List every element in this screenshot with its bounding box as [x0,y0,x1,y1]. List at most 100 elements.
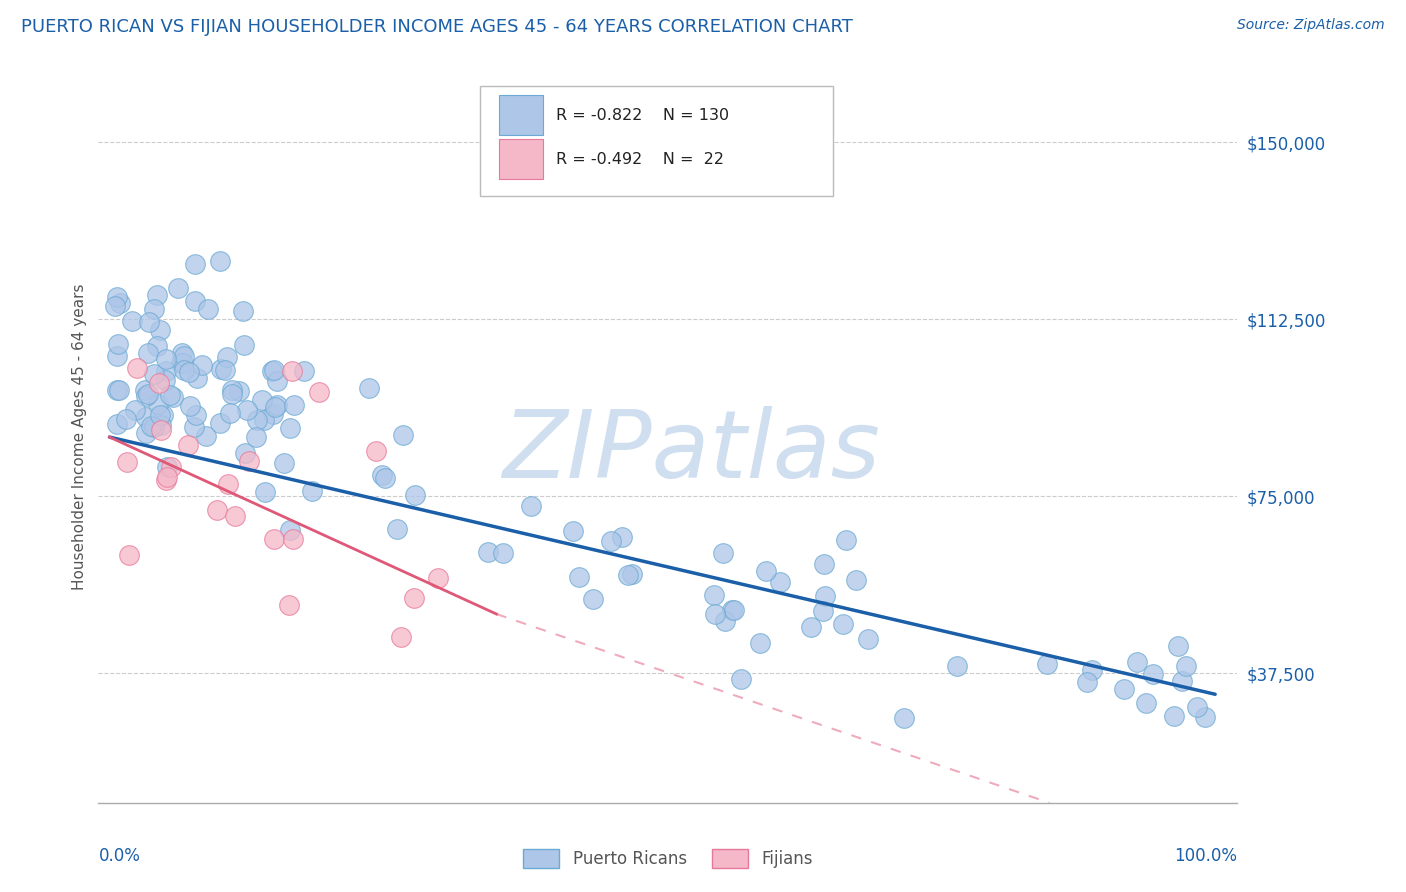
Point [492,546,515,560]
Point [138,315,160,329]
Point [121,313,143,327]
Point [179,400,201,414]
Point [568,570,591,584]
Point [228,384,250,398]
Point [845,573,868,587]
Point [250,392,273,407]
Point [366,443,388,458]
Point [149,323,172,337]
Point [146,339,169,353]
Point [723,603,745,617]
Point [811,603,834,617]
Point [209,254,232,268]
Point [183,420,205,434]
Point [1194,710,1216,724]
Point [1171,674,1194,689]
Point [233,446,256,460]
Point [371,468,394,483]
Point [162,390,184,404]
Point [1126,655,1149,669]
Point [186,371,208,385]
Point [1163,709,1185,723]
Point [835,533,858,548]
Point [118,548,141,562]
Point [155,352,177,367]
Point [169,356,191,370]
Point [280,364,302,378]
Point [136,346,159,360]
Point [253,484,276,499]
Point [283,398,305,412]
Bar [499,139,543,179]
Point [156,470,179,484]
Point [155,364,177,378]
Point [730,672,752,686]
Point [232,303,254,318]
Point [266,398,288,412]
Point [127,360,149,375]
Point [1167,639,1189,653]
Point [172,357,194,371]
Point [263,363,285,377]
Point [308,385,330,400]
Point [134,383,156,397]
Point [184,293,207,308]
Point [108,384,131,398]
Point [813,557,835,571]
Point [173,363,195,377]
Point [1175,659,1198,673]
Point [264,400,287,414]
Point [711,546,734,560]
Point [599,534,621,549]
Point [703,607,725,622]
Point [105,290,128,304]
Point [215,351,238,365]
Point [748,635,770,649]
Point [1076,675,1098,690]
Point [1035,657,1057,671]
Point [385,522,408,536]
Text: Source: ZipAtlas.com: Source: ZipAtlas.com [1237,18,1385,32]
Point [184,257,207,271]
Point [186,409,208,423]
Text: ZIPatlas: ZIPatlas [502,406,880,497]
Point [172,346,194,360]
Legend: Puerto Ricans, Fijians: Puerto Ricans, Fijians [516,842,820,875]
Point [856,632,879,647]
Point [191,359,214,373]
Point [124,403,146,417]
Point [235,403,257,417]
Point [703,588,725,602]
Point [146,288,169,302]
Point [562,524,585,538]
Point [714,614,737,628]
Point [1142,667,1164,681]
Point [195,429,218,443]
Point [357,381,380,395]
Point [946,658,969,673]
Point [277,598,299,612]
Point [143,420,166,434]
Point [153,373,176,387]
Point [107,417,129,431]
Point [142,368,165,382]
Point [1135,696,1157,710]
Point [208,416,231,430]
Point [156,459,179,474]
Point [146,396,169,410]
Text: R = -0.492    N =  22: R = -0.492 N = 22 [557,152,724,167]
Point [292,364,315,378]
Point [610,530,633,544]
Point [266,374,288,388]
Point [404,591,426,605]
Point [148,408,170,422]
Point [278,524,301,538]
Point [278,421,301,435]
Point [831,616,853,631]
Y-axis label: Householder Income Ages 45 - 64 years: Householder Income Ages 45 - 64 years [72,284,87,591]
Point [167,281,190,295]
Point [720,603,742,617]
Point [135,389,157,403]
Point [160,460,183,475]
Point [176,438,198,452]
